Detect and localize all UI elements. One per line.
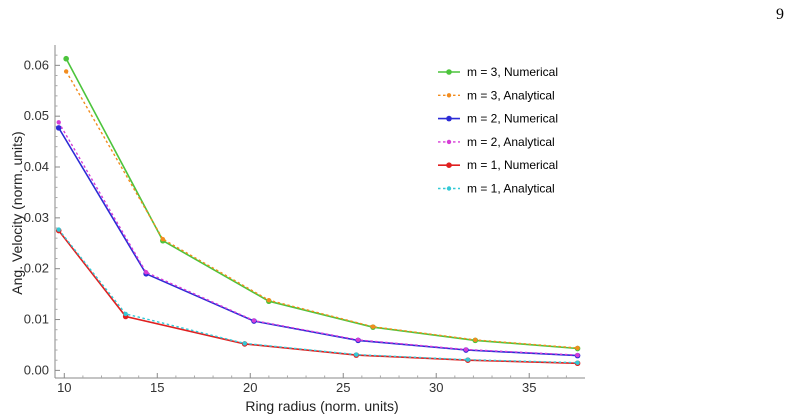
x-axis-title: Ring radius (norm. units) [245, 398, 398, 414]
legend-entry-label: m = 3, Analytical [467, 88, 555, 102]
legend-entry-label: m = 1, Analytical [467, 182, 555, 196]
series-3-point [56, 120, 61, 125]
series-layer [55, 55, 581, 367]
y-tick-label: 0.03 [24, 210, 49, 225]
legend-swatch-marker [446, 139, 452, 145]
series-3-point [143, 270, 149, 275]
series-2-point [55, 125, 62, 131]
y-tick-label: 0.05 [24, 108, 49, 123]
x-tick-label: 20 [243, 380, 257, 395]
y-axis-title: Ang. Velocity (norm. units) [9, 131, 25, 294]
series-5-point [575, 360, 580, 365]
page-number: 9 [776, 6, 784, 23]
legend-entry-label: m = 3, Numerical [467, 65, 558, 79]
series-2-line [58, 127, 578, 357]
series-1-point [160, 237, 166, 242]
series-3-point [355, 337, 361, 343]
series-1-point [266, 298, 272, 303]
x-tick-label: 25 [336, 380, 350, 395]
series-5-point [465, 357, 471, 362]
legend-swatch-marker [446, 162, 452, 168]
y-tick-label: 0.06 [24, 57, 49, 72]
series-3-point [463, 347, 469, 352]
legend-swatch-marker [446, 115, 452, 122]
series-5-point [56, 227, 61, 232]
legend-entry-label: m = 2, Analytical [467, 135, 555, 149]
series-1-point [370, 324, 376, 329]
series-1-line [65, 71, 578, 349]
y-tick-label: 0.04 [24, 159, 49, 174]
x-tick-label: 30 [429, 380, 443, 395]
x-tick-label: 15 [150, 380, 164, 395]
legend-entry-label: m = 2, Numerical [467, 112, 558, 126]
y-tick-label: 0.01 [24, 312, 49, 327]
series-1-point [63, 69, 69, 74]
legend-swatch-marker [446, 93, 452, 98]
series-5-point [123, 311, 128, 317]
axes: 10 15 20 25 30 35 0.00 0.01 0.02 0.03 0.04 0.05 0.06 [24, 45, 585, 395]
series-4-line [58, 230, 578, 365]
legend: m = 3, Numerical m = 3, Analytical m = 2, … [438, 65, 558, 196]
series-3-point [251, 318, 257, 323]
legend-swatch-marker [446, 186, 452, 191]
x-tick-label: 35 [522, 380, 536, 395]
series-1-point [473, 337, 478, 343]
y-tick-label: 0.00 [24, 362, 49, 377]
series-5-point [242, 341, 247, 346]
series-5-line [58, 229, 578, 364]
x-tick-label: 10 [57, 380, 71, 395]
legend-entry-label: m = 1, Numerical [467, 158, 558, 172]
legend-swatch-marker [446, 69, 452, 75]
series-0-point [63, 55, 69, 62]
series-5-point [354, 352, 359, 357]
series-3-point [575, 352, 580, 358]
series-1-point [575, 345, 580, 351]
y-tick-label: 0.02 [24, 261, 49, 276]
